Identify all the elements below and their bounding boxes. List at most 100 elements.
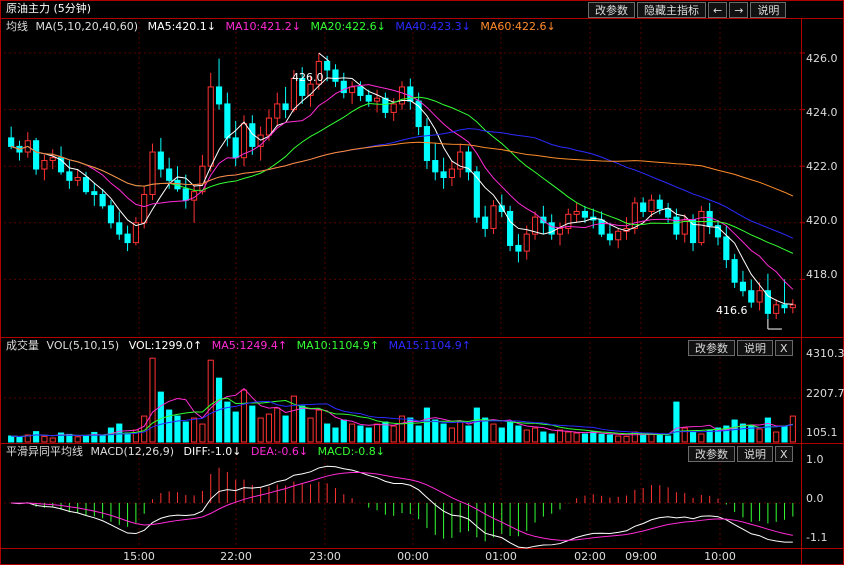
candle-body bbox=[606, 233, 613, 241]
candle-body bbox=[473, 171, 480, 218]
vol-value: VOL:1299.0↑ bbox=[128, 339, 203, 352]
volume-bar bbox=[739, 423, 747, 443]
candle-body bbox=[315, 60, 322, 85]
candle-body bbox=[773, 304, 780, 314]
time-tick-label: 01:00 bbox=[485, 550, 517, 563]
volume-bar bbox=[665, 435, 672, 443]
candle-body bbox=[166, 168, 173, 181]
ma40-value: MA40:423.3↓ bbox=[395, 20, 471, 33]
candle-body bbox=[257, 134, 264, 147]
macd-title: 平滑异同平均线 bbox=[6, 445, 83, 458]
volume-bar bbox=[324, 423, 331, 443]
main-params: MA(5,10,20,40,60) bbox=[35, 20, 139, 33]
change-params-button[interactable]: 改参数 bbox=[588, 2, 635, 18]
volume-bar bbox=[773, 431, 780, 443]
volume-bar bbox=[332, 427, 339, 443]
time-tick-label: 09:00 bbox=[625, 550, 657, 563]
volume-bar bbox=[166, 409, 173, 443]
candle-body bbox=[373, 97, 381, 102]
volume-bar bbox=[124, 432, 131, 443]
candle-body bbox=[274, 103, 281, 119]
volume-bar bbox=[149, 357, 156, 443]
volume-help-button[interactable]: 说明 bbox=[737, 340, 773, 356]
volume-bar bbox=[457, 421, 464, 443]
time-tick-label: 10:00 bbox=[704, 550, 736, 563]
candle-body bbox=[581, 210, 589, 218]
candle-body bbox=[573, 210, 580, 215]
candle-body bbox=[8, 137, 15, 147]
price-tick-label: 424.0 bbox=[806, 106, 838, 119]
candle-body bbox=[91, 191, 98, 195]
candle-body bbox=[615, 230, 622, 241]
candle-body bbox=[265, 117, 273, 136]
candle-body bbox=[33, 140, 40, 170]
vol-ma5-value: MA5:1249.4↑ bbox=[211, 339, 288, 352]
time-tick-label: 00:00 bbox=[397, 550, 429, 563]
volume-bar bbox=[615, 435, 622, 443]
header-toolbar: 改参数 隐藏主指标 ← → 说明 bbox=[586, 2, 787, 18]
volume-bar bbox=[49, 437, 56, 443]
candle-body bbox=[498, 205, 505, 212]
macd-tick-label: 0.0 bbox=[806, 492, 824, 505]
volume-bar bbox=[473, 407, 480, 443]
candle-body bbox=[423, 126, 431, 162]
arrow-right-icon[interactable]: → bbox=[729, 2, 749, 18]
price-tick-label: 422.0 bbox=[806, 160, 838, 173]
volume-change-params-button[interactable]: 改参数 bbox=[688, 340, 735, 356]
volume-bar bbox=[249, 405, 256, 443]
candle-body bbox=[789, 304, 796, 309]
volume-bar bbox=[531, 427, 539, 443]
volume-bar bbox=[290, 395, 297, 443]
candle-body bbox=[324, 60, 331, 71]
volume-bar bbox=[274, 407, 281, 443]
volume-bar bbox=[398, 415, 406, 443]
volume-bar bbox=[91, 431, 98, 443]
volume-legend: 成交量 VOL(5,10,15) VOL:1299.0↑ MA5:1249.4↑… bbox=[6, 338, 477, 354]
volume-bar bbox=[16, 436, 23, 443]
candle-body bbox=[648, 199, 655, 212]
candle-body bbox=[398, 86, 406, 105]
macd-close-icon[interactable]: X bbox=[775, 446, 793, 462]
high-price-label: 426.0 bbox=[292, 71, 324, 84]
candle-body bbox=[232, 137, 239, 159]
candle-body bbox=[357, 86, 364, 96]
volume-bar bbox=[681, 427, 688, 443]
candle-body bbox=[124, 233, 131, 244]
volume-bar bbox=[648, 433, 655, 443]
macd-legend: 平滑异同平均线 MACD(12,26,9) DIFF:-1.0↓ DEA:-0.… bbox=[6, 444, 391, 460]
volume-close-icon[interactable]: X bbox=[775, 340, 793, 356]
volume-toolbar: 改参数 说明 X bbox=[686, 340, 793, 356]
ma10-value: MA10:421.2↓ bbox=[225, 20, 301, 33]
candle-body bbox=[673, 216, 680, 235]
candle-body bbox=[490, 205, 497, 229]
volume-bar bbox=[182, 421, 189, 443]
help-button[interactable]: 说明 bbox=[750, 2, 787, 18]
candle-body bbox=[149, 151, 156, 195]
candle-body bbox=[224, 103, 231, 139]
volume-bar bbox=[490, 423, 497, 443]
volume-bar bbox=[357, 425, 364, 443]
diff-line bbox=[11, 465, 793, 549]
volume-bar bbox=[540, 431, 547, 443]
volume-bar bbox=[99, 435, 106, 443]
volume-bar bbox=[723, 425, 730, 443]
volume-bar bbox=[224, 401, 231, 443]
volume-params: VOL(5,10,15) bbox=[46, 339, 120, 352]
candle-body bbox=[57, 157, 65, 173]
candle-body bbox=[182, 188, 189, 201]
candle-body bbox=[457, 151, 464, 170]
hide-main-indicator-button[interactable]: 隐藏主指标 bbox=[637, 2, 706, 18]
candle-body bbox=[407, 86, 414, 102]
macd-change-params-button[interactable]: 改参数 bbox=[688, 446, 735, 462]
volume-bar bbox=[157, 391, 164, 443]
macd-help-button[interactable]: 说明 bbox=[737, 446, 773, 462]
low-price-label: 416.6 bbox=[716, 304, 748, 317]
candle-body bbox=[249, 123, 256, 147]
volume-bar bbox=[33, 431, 40, 443]
arrow-left-icon[interactable]: ← bbox=[708, 2, 728, 18]
candle-body bbox=[482, 216, 489, 229]
volume-bar bbox=[415, 425, 422, 443]
macd-params: MACD(12,26,9) bbox=[90, 445, 175, 458]
candle-body bbox=[282, 103, 289, 111]
